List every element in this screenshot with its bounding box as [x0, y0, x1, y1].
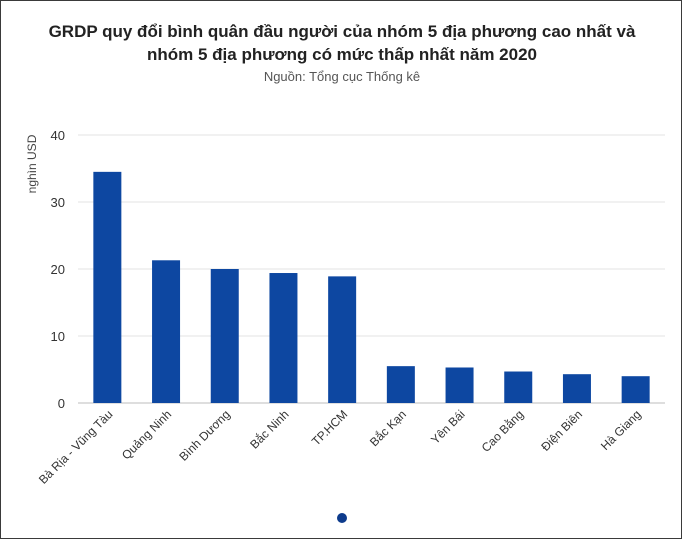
x-tick-label: Quảng Ninh	[119, 407, 174, 462]
y-tick-label: 40	[51, 128, 65, 143]
chart-title: GRDP quy đổi bình quân đầu người của nhó…	[1, 20, 682, 66]
y-tick-label: 30	[51, 195, 65, 210]
bar[interactable]	[386, 366, 415, 403]
x-tick-label: Bình Dương	[176, 407, 233, 464]
chart-title-line-2: nhóm 5 địa phương có mức thấp nhất năm 2…	[147, 45, 537, 64]
x-tick-label: Bà Rịa - Vũng Tàu	[36, 407, 116, 487]
y-tick-label: 0	[58, 396, 65, 411]
chart-title-line-1: GRDP quy đổi bình quân đầu người của nhó…	[48, 22, 636, 41]
x-tick-label: Cao Bằng	[478, 407, 526, 455]
x-tick-label: Bắc Kạn	[366, 407, 409, 450]
bars	[93, 171, 650, 403]
y-axis-label: nghìn USD	[25, 134, 39, 193]
x-tick-label: Hà Giang	[598, 407, 644, 453]
bar[interactable]	[152, 260, 181, 403]
x-axis-labels: Bà Rịa - Vũng Tàu Quảng Ninh Bình Dương Bắc…	[36, 407, 644, 487]
chart-subtitle: Nguồn: Tổng cục Thống kê	[263, 69, 421, 84]
bar[interactable]	[210, 269, 239, 403]
bar[interactable]	[621, 376, 650, 403]
bar[interactable]	[328, 276, 357, 403]
pagination-dot[interactable]	[337, 513, 347, 523]
x-tick-label: Yên Bái	[428, 407, 468, 447]
bar[interactable]	[93, 171, 122, 403]
x-tick-label: TP.HCM	[309, 407, 350, 448]
bar[interactable]	[562, 374, 591, 403]
x-tick-label: Bắc Ninh	[247, 407, 292, 452]
bar[interactable]	[504, 371, 533, 403]
bar[interactable]	[445, 367, 474, 403]
y-tick-label: 10	[51, 329, 65, 344]
x-tick-label: Điện Biên	[538, 407, 585, 454]
y-tick-label: 20	[51, 262, 65, 277]
y-axis-ticks: 0 10 20 30 40	[51, 128, 65, 411]
bar[interactable]	[269, 273, 298, 403]
